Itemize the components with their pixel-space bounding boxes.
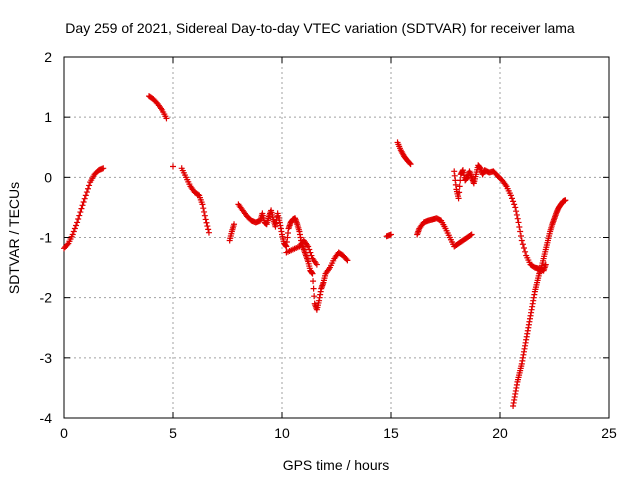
data-point bbox=[83, 189, 90, 196]
y-axis-label: SDTVAR / TECUs bbox=[6, 182, 22, 294]
data-point bbox=[82, 192, 89, 199]
data-point bbox=[80, 199, 87, 206]
data-point bbox=[203, 219, 210, 226]
data-point bbox=[81, 195, 88, 202]
x-axis-label: GPS time / hours bbox=[283, 457, 390, 473]
data-point bbox=[64, 241, 71, 248]
data-point bbox=[199, 201, 206, 208]
data-point bbox=[205, 226, 212, 233]
x-tick-label: 20 bbox=[492, 425, 508, 441]
data-points bbox=[61, 93, 569, 409]
chart-title: Day 259 of 2021, Sidereal Day-to-day VTE… bbox=[65, 20, 575, 36]
data-point bbox=[456, 189, 463, 196]
data-point bbox=[75, 215, 82, 222]
y-tick-label: -3 bbox=[40, 350, 53, 366]
data-point bbox=[514, 215, 521, 222]
data-point bbox=[562, 197, 569, 204]
data-point bbox=[201, 208, 208, 215]
data-point bbox=[307, 249, 314, 256]
data-point bbox=[510, 198, 517, 205]
data-point bbox=[511, 201, 518, 208]
data-point bbox=[406, 160, 413, 167]
y-tick-label: -1 bbox=[40, 230, 53, 246]
data-point bbox=[513, 211, 520, 218]
axis-ticks: 0 5 10 15 20 25 -4 -3 -2 -1 0 1 2 bbox=[40, 49, 617, 441]
data-point bbox=[516, 223, 523, 230]
data-point bbox=[507, 192, 514, 199]
data-point bbox=[456, 183, 463, 190]
data-point bbox=[522, 248, 529, 255]
data-point bbox=[201, 212, 208, 219]
data-point bbox=[512, 204, 519, 211]
data-point bbox=[305, 243, 312, 250]
data-point bbox=[200, 205, 207, 212]
data-point bbox=[313, 261, 320, 268]
data-point bbox=[202, 216, 209, 223]
grid-lines bbox=[64, 57, 609, 418]
data-point bbox=[310, 278, 317, 285]
data-point bbox=[69, 231, 76, 238]
data-point bbox=[70, 228, 77, 235]
data-point bbox=[520, 245, 527, 252]
data-point bbox=[311, 293, 318, 300]
data-point bbox=[517, 228, 524, 235]
data-point bbox=[518, 237, 525, 244]
data-point bbox=[388, 231, 394, 238]
x-tick-label: 0 bbox=[60, 425, 68, 441]
y-tick-label: 0 bbox=[44, 169, 52, 185]
data-point bbox=[86, 182, 93, 189]
y-tick-label: 1 bbox=[44, 109, 52, 125]
y-tick-label: 2 bbox=[44, 49, 52, 65]
data-point bbox=[231, 221, 238, 228]
x-tick-label: 5 bbox=[169, 425, 177, 441]
data-point bbox=[79, 202, 86, 209]
data-point bbox=[76, 212, 83, 219]
data-point bbox=[195, 191, 202, 198]
data-point bbox=[513, 208, 520, 215]
data-point bbox=[467, 232, 474, 239]
x-tick-label: 25 bbox=[601, 425, 617, 441]
data-point bbox=[71, 225, 78, 232]
x-tick-label: 10 bbox=[274, 425, 290, 441]
data-point bbox=[306, 246, 313, 253]
data-point bbox=[78, 205, 85, 212]
data-point bbox=[84, 185, 91, 192]
data-point bbox=[343, 256, 350, 263]
data-point bbox=[163, 115, 170, 122]
data-point bbox=[77, 209, 84, 216]
data-point bbox=[100, 165, 107, 172]
data-point bbox=[308, 252, 315, 259]
data-point bbox=[204, 223, 211, 230]
data-point bbox=[170, 163, 176, 170]
data-point bbox=[407, 161, 414, 168]
data-point bbox=[344, 257, 351, 264]
data-point bbox=[468, 231, 475, 238]
data-point bbox=[205, 229, 212, 236]
data-point bbox=[542, 261, 549, 268]
data-point bbox=[309, 270, 316, 277]
data-point bbox=[517, 232, 524, 239]
data-point bbox=[519, 241, 526, 248]
data-point bbox=[515, 219, 522, 226]
data-point bbox=[72, 222, 79, 229]
x-tick-label: 15 bbox=[383, 425, 399, 441]
data-point bbox=[455, 195, 462, 202]
data-point bbox=[310, 285, 317, 292]
data-point bbox=[74, 219, 81, 226]
y-tick-label: -2 bbox=[40, 290, 53, 306]
y-tick-label: -4 bbox=[40, 410, 53, 426]
data-point bbox=[508, 195, 515, 202]
